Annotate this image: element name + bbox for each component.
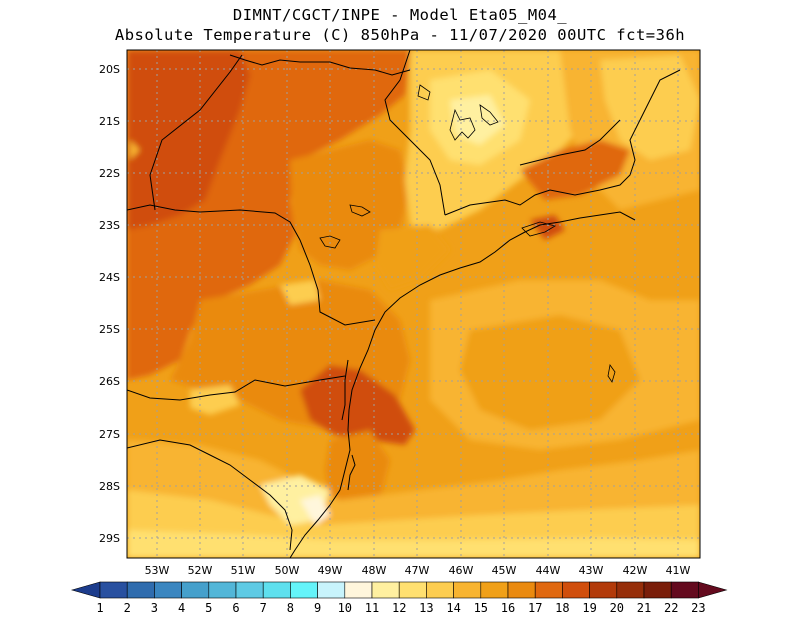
lon-label: 45W: [492, 564, 517, 577]
colorbar-label: 17: [528, 601, 542, 615]
lon-label: 42W: [623, 564, 648, 577]
lon-label: 47W: [405, 564, 430, 577]
colorbar-label: 23: [691, 601, 705, 615]
colorbar-label: 22: [664, 601, 678, 615]
colorbar-swatch: [480, 581, 509, 599]
colorbar-label: 12: [392, 601, 406, 615]
colorbar-swatch: [589, 581, 618, 599]
colorbar-label: 14: [446, 601, 460, 615]
lat-label: 29S: [99, 532, 120, 545]
lon-label: 48W: [362, 564, 387, 577]
lon-label: 46W: [449, 564, 474, 577]
lon-label: 51W: [231, 564, 256, 577]
colorbar-label: 8: [287, 601, 294, 615]
lon-label: 50W: [275, 564, 300, 577]
colorbar-label: 1: [96, 601, 103, 615]
colorbar-swatch: [154, 581, 182, 599]
lon-label: 53W: [145, 564, 170, 577]
colorbar-label: 6: [232, 601, 239, 615]
colorbar-swatch: [208, 581, 237, 599]
map-boundaries: [127, 50, 681, 558]
colorbar-swatch: [562, 581, 590, 599]
colorbar-label: 11: [365, 601, 379, 615]
colorbar-swatch: [371, 581, 400, 599]
colorbar-swatch: [453, 581, 482, 599]
lat-label: 28S: [99, 480, 120, 493]
colorbar-label: 18: [555, 601, 569, 615]
colorbar-swatch: [616, 581, 645, 599]
colorbar-swatch: [290, 581, 318, 599]
map-frame: [126, 49, 701, 559]
colorbar-swatch: [317, 581, 346, 599]
colorbar-swatch: [643, 581, 672, 599]
colorbar-min-arrow: [70, 581, 101, 599]
colorbar-label: 2: [124, 601, 131, 615]
colorbar-label: 13: [419, 601, 433, 615]
colorbar-swatch: [398, 581, 427, 599]
colorbar-swatch: [670, 581, 699, 599]
colorbar-label: 15: [474, 601, 488, 615]
latitude-labels: 20S 21S 22S 23S 24S 25S 26S 27S 28S 29S: [99, 63, 120, 545]
lat-label: 20S: [99, 63, 120, 76]
colorbar-swatch: [181, 581, 210, 599]
lat-label: 26S: [99, 375, 120, 388]
lon-label: 52W: [188, 564, 213, 577]
colorbar-label: 20: [610, 601, 624, 615]
lat-label: 24S: [99, 271, 120, 284]
lat-label: 21S: [99, 115, 120, 128]
colorbar-swatch: [426, 581, 454, 599]
colorbar-label: 16: [501, 601, 515, 615]
colorbar-label: 10: [338, 601, 352, 615]
lat-label: 27S: [99, 428, 120, 441]
lat-label: 23S: [99, 219, 120, 232]
colorbar-label: 4: [178, 601, 185, 615]
lon-label: 43W: [579, 564, 604, 577]
longitude-labels: 53W 52W 51W 50W 49W 48W 47W 46W 45W 44W …: [145, 564, 691, 577]
colorbar-swatch: [507, 581, 536, 599]
colorbar-label: 3: [151, 601, 158, 615]
colorbar-max-arrow: [698, 581, 728, 599]
colorbar-label: 7: [260, 601, 267, 615]
map-title-line-2: Absolute Temperature (C) 850hPa - 11/07/…: [114, 26, 686, 44]
temperature-colorbar: 1 2 3 4 5 6 7 8 9 10 11 12 13 14 15 16 17 18 19 20 21 22 23: [70, 581, 728, 615]
colorbar-swatch: [344, 581, 373, 599]
map-title-line-1: DIMNT/CGCT/INPE - Model Eta05_M04_: [232, 6, 568, 24]
colorbar-swatch: [99, 581, 128, 599]
colorbar-swatch: [126, 581, 155, 599]
colorbar-label: 19: [582, 601, 596, 615]
colorbar-label: 9: [314, 601, 321, 615]
colorbar-swatch: [235, 581, 264, 599]
lat-lon-grid: [127, 50, 700, 558]
lon-label: 41W: [666, 564, 691, 577]
lat-label: 25S: [99, 323, 120, 336]
lat-label: 22S: [99, 167, 120, 180]
temperature-field: [127, 50, 700, 558]
colorbar-label: 21: [637, 601, 651, 615]
colorbar-swatch: [534, 581, 563, 599]
lon-label: 44W: [536, 564, 561, 577]
colorbar-label: 5: [205, 601, 212, 615]
colorbar-swatch: [262, 581, 291, 599]
lon-label: 49W: [318, 564, 343, 577]
